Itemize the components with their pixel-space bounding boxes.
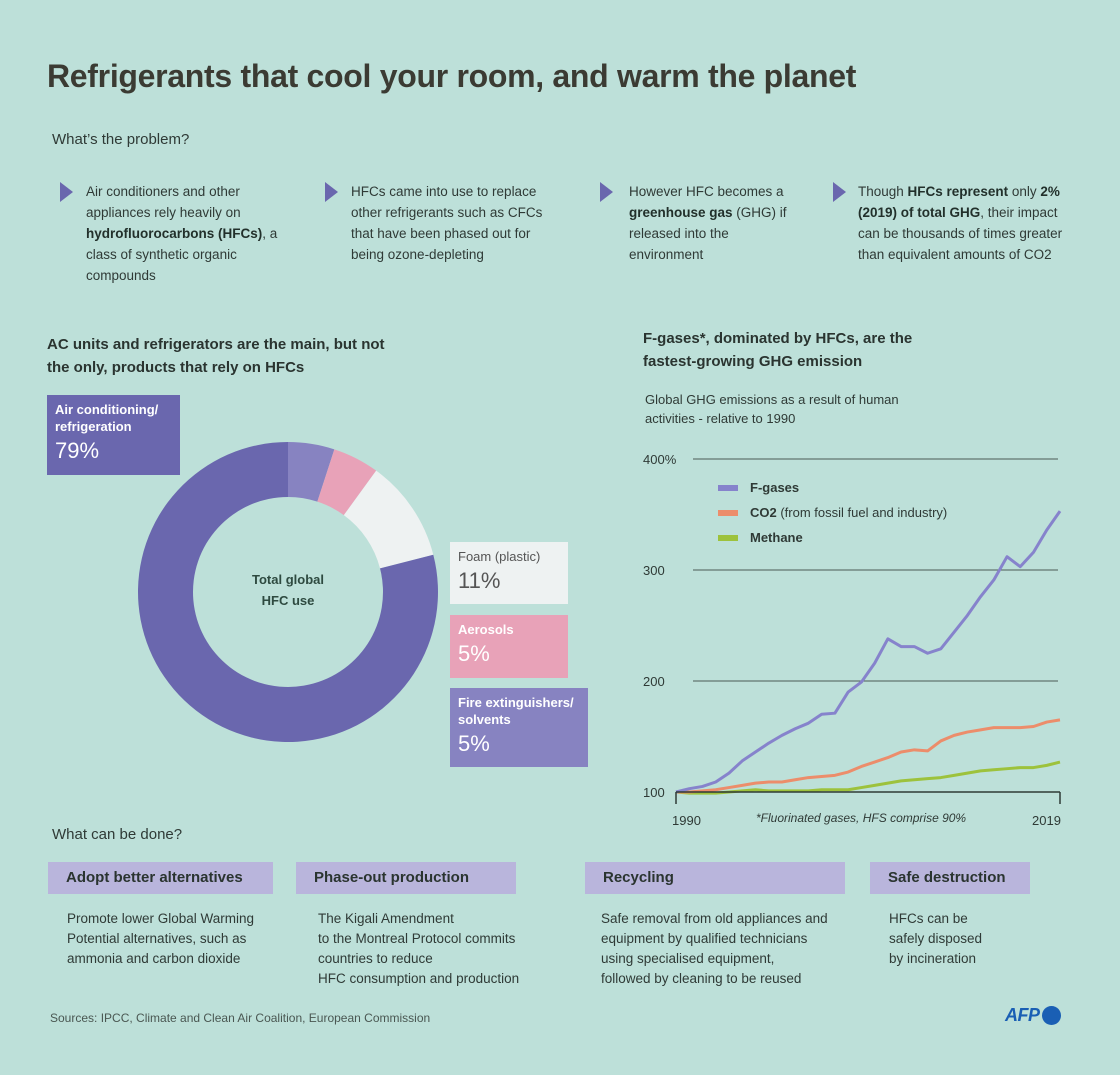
label-aerosols: Aerosols 5% [450,615,568,678]
y-tick-label: 400% [643,452,677,467]
donut-slice-foam-plastic- [343,470,434,569]
page-title: Refrigerants that cool your room, and wa… [47,58,857,94]
action-body-line: countries to reduce [318,951,433,966]
action-header-phase-out: Phase-out production [296,862,516,894]
action-body-line: The Kigali Amendment [318,911,454,926]
afp-logo-circle-icon [1041,1006,1061,1025]
bullet-text: However HFC becomes a [629,184,784,199]
bullet-text: HFCs came into use to replace other refr… [351,184,543,262]
bullet-triangle-icon [833,182,846,202]
action-body-line: using specialised equipment, [601,951,775,966]
bullet-text: only [1008,184,1041,199]
bullet-text-bold: 2% (2019) of total GHG [858,184,1060,220]
problem-bullet-2: HFCs came into use to replace other refr… [351,181,561,265]
legend-swatch [718,510,738,516]
action-body-recycling: Safe removal from old appliances and equ… [601,909,828,989]
action-body-line: followed by cleaning to be reused [601,971,802,986]
slice-label: Air conditioning/ refrigeration [55,402,159,434]
donut-slice-fire-extinguishers-solvents [288,442,335,502]
bullet-text-bold: hydrofluorocarbons (HFCs) [86,226,263,241]
bullet-triangle-icon [60,182,73,202]
action-body-line: by incineration [889,951,977,966]
legend-label: CO2 (from fossil fuel and industry) [750,505,947,520]
footnote: *Fluorinated gases, HFS comprise 90% [756,811,966,825]
action-body-line: ammonia and carbon dioxide [67,951,241,966]
y-tick-label: 100 [643,785,665,800]
action-body-line: to the Montreal Protocol commits [318,931,516,946]
slice-value: 5% [458,641,490,666]
afp-logo: AFP [1005,1005,1061,1026]
label-fire-extinguishers: Fire extinguishers/ solvents 5% [450,688,588,767]
donut-title: AC units and refrigerators are the main,… [47,336,385,376]
bullet-text: , a class of synthetic organic compounds [86,226,278,283]
problem-heading: What’s the problem? [52,131,190,148]
donut-slice-air-conditioning-refrigeration [137,442,438,743]
slice-value: 11% [458,568,501,593]
series-line-co2 [676,718,1061,794]
actions-heading: What can be done? [52,826,183,843]
donut-slice-aerosols [317,449,377,516]
legend-swatch [718,485,738,491]
bullet-triangle-icon [600,182,613,202]
donut-center-label-line1: Total global [252,572,324,587]
action-body-alternatives: Promote lower Global Warming Potential a… [67,909,254,969]
action-header-destruction: Safe destruction [870,862,1030,894]
bullet-text: Air conditioners and other appliances re… [86,184,241,220]
slice-value: 5% [458,731,490,756]
legend-swatch [718,535,738,541]
bullet-text-bold: HFCs represent [907,184,1009,199]
x-tick-label-1990: 1990 [672,813,701,828]
series-line-f-gases [675,510,1062,794]
bullet-text: , their impact can be thousands of times… [858,205,1063,262]
bullet-text-bold: greenhouse gas [629,205,733,220]
x-tick-label-2019: 2019 [1032,813,1061,828]
action-body-line: Potential alternatives, such as [67,931,247,946]
action-body-line: HFC consumption and production [318,971,520,986]
bullet-text: (GHG) if released into the environment [629,205,787,262]
action-body-line: Promote lower Global Warming [67,911,255,926]
problem-bullet-1: Air conditioners and other appliances re… [86,181,286,286]
legend-label: Methane [750,530,803,545]
slice-value: 79% [55,438,100,463]
bullet-text: Though [858,184,908,199]
action-body-line: safely disposed [889,931,983,946]
line-chart-subtitle: Global GHG emissions as a result of huma… [645,392,899,426]
label-foam: Foam (plastic) 11% [450,542,568,604]
action-body-line: HFCs can be [889,911,968,926]
afp-logo-text: AFP [1005,1005,1040,1025]
slice-label: Aerosols [458,622,514,637]
action-body-phase-out: The Kigali Amendment to the Montreal Pro… [318,909,519,989]
slice-label: Fire extinguishers/ solvents [458,695,574,727]
series-line-methane [675,760,1061,795]
action-body-line: Safe removal from old appliances and [601,911,828,926]
label-air-conditioning: Air conditioning/ refrigeration 79% [47,395,180,475]
problem-bullet-3: However HFC becomes a greenhouse gas (GH… [629,181,794,265]
line-chart-title: F-gases*, dominated by HFCs, are the fas… [643,330,913,370]
problem-bullet-4: Though HFCs represent only 2% (2019) of … [858,181,1073,265]
action-body-destruction: HFCs can be safely disposed by incinerat… [889,909,982,969]
donut-center-label-line2: HFC use [262,593,315,608]
action-body-line: equipment by qualified technicians [601,931,808,946]
action-header-alternatives: Adopt better alternatives [48,862,273,894]
legend-label: F-gases [750,480,799,495]
sources: Sources: IPCC, Climate and Clean Air Coa… [50,1011,431,1025]
bullet-triangle-icon [325,182,338,202]
y-tick-label: 200 [643,674,665,689]
action-header-recycling: Recycling [585,862,845,894]
y-tick-label: 300 [643,563,665,578]
slice-label: Foam (plastic) [458,549,541,564]
